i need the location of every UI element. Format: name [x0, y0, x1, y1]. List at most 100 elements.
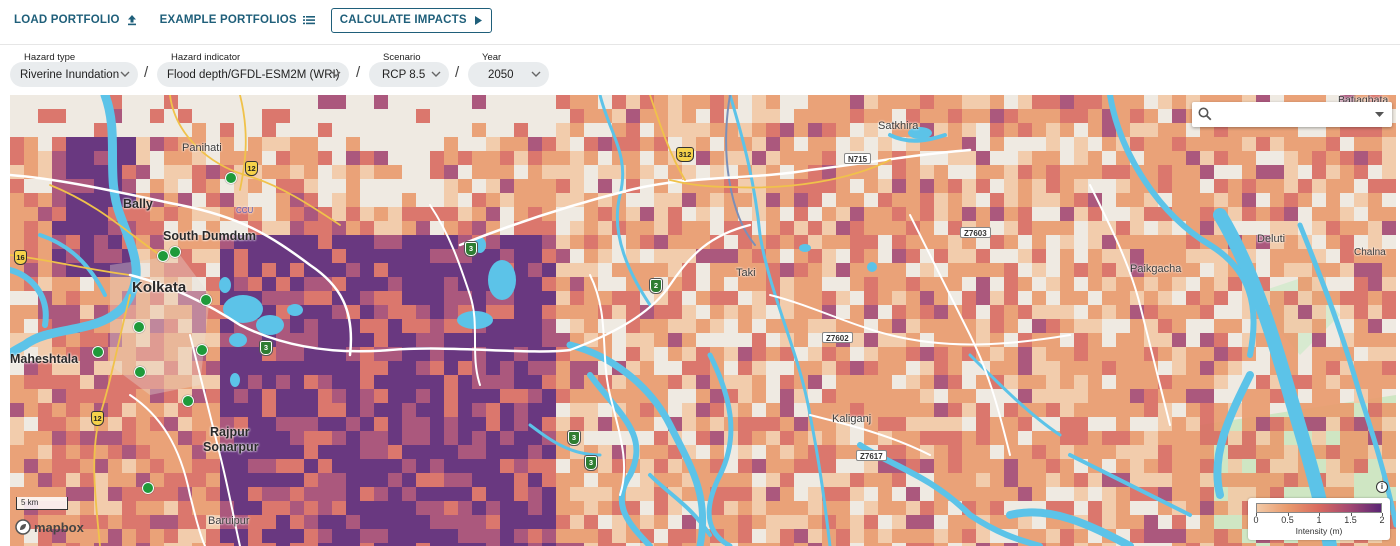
hazard-cell	[416, 333, 430, 347]
hazard-cell	[1046, 277, 1060, 291]
asset-marker[interactable]	[200, 294, 212, 306]
hazard-cell	[570, 151, 584, 165]
search-input[interactable]	[1216, 105, 1366, 124]
hazard-cell	[332, 165, 346, 179]
scenario-dropdown[interactable]: RCP 8.5	[369, 62, 449, 87]
mapbox-logo[interactable]: mapbox	[15, 519, 84, 535]
asset-marker[interactable]	[133, 321, 145, 333]
hazard-cell	[486, 333, 500, 347]
map-canvas[interactable]	[10, 95, 1396, 546]
hazard-cell	[1326, 221, 1340, 235]
hazard-cell	[290, 277, 304, 291]
hazard-cell	[136, 249, 150, 263]
hazard-cell	[276, 221, 290, 235]
hazard-cell	[724, 305, 738, 319]
asset-marker[interactable]	[92, 346, 104, 358]
hazard-cell	[430, 375, 444, 389]
hazard-cell	[1046, 375, 1060, 389]
hazard-cell	[934, 291, 948, 305]
asset-marker[interactable]	[182, 395, 194, 407]
hazard-cell	[962, 193, 976, 207]
hazard-cell	[1298, 179, 1312, 193]
hazard-cell	[948, 459, 962, 473]
asset-marker[interactable]	[142, 482, 154, 494]
hazard-cell	[94, 179, 108, 193]
hazard-cell	[990, 305, 1004, 319]
hazard-cell	[780, 235, 794, 249]
hazard-cell	[206, 319, 220, 333]
hazard-cell	[66, 543, 80, 546]
hazard-cell	[514, 137, 528, 151]
hazard-cell	[822, 473, 836, 487]
hazard-cell	[416, 473, 430, 487]
map-search[interactable]	[1192, 102, 1392, 127]
hazard-cell	[990, 501, 1004, 515]
hazard-cell	[1032, 459, 1046, 473]
hazard-cell	[710, 249, 724, 263]
hazard-cell	[836, 403, 850, 417]
hazard-cell	[1144, 319, 1158, 333]
hazard-cell	[1130, 109, 1144, 123]
hazard-cell	[682, 305, 696, 319]
hazard-cell	[780, 403, 794, 417]
hazard-cell	[122, 347, 136, 361]
asset-marker[interactable]	[196, 344, 208, 356]
hazard-cell	[948, 249, 962, 263]
hazard-cell	[1144, 235, 1158, 249]
hazard-cell	[458, 529, 472, 543]
hazard-cell	[976, 179, 990, 193]
hazard-cell	[38, 277, 52, 291]
hazard-cell	[220, 123, 234, 137]
year-dropdown[interactable]: 2050	[468, 62, 549, 87]
asset-marker[interactable]	[134, 366, 146, 378]
hazard-cell	[178, 193, 192, 207]
hazard-cell	[108, 459, 122, 473]
hazard-cell	[794, 179, 808, 193]
hazard-cell	[66, 515, 80, 529]
asset-marker[interactable]	[157, 250, 169, 262]
hazard-cell	[304, 459, 318, 473]
hazard-cell	[1158, 375, 1172, 389]
hazard-cell	[542, 179, 556, 193]
hazard-cell	[66, 179, 80, 193]
hazard-cell	[696, 459, 710, 473]
hazard-cell	[192, 417, 206, 431]
hazard-cell	[1284, 221, 1298, 235]
hazard-cell	[836, 389, 850, 403]
hazard-indicator-dropdown[interactable]: Flood depth/GFDL-ESM2M (WRI)	[157, 62, 349, 87]
hazard-cell	[1018, 473, 1032, 487]
hazard-cell	[374, 165, 388, 179]
calculate-impacts-button[interactable]: CALCULATE IMPACTS	[330, 7, 492, 33]
hazard-cell	[640, 347, 654, 361]
hazard-cell	[1032, 249, 1046, 263]
info-icon[interactable]: i	[1376, 481, 1388, 493]
asset-marker[interactable]	[225, 172, 237, 184]
hazard-cell	[864, 361, 878, 375]
hazard-cell	[1144, 389, 1158, 403]
hazard-cell	[444, 529, 458, 543]
hazard-cell	[1354, 193, 1368, 207]
caret-down-icon[interactable]	[1375, 112, 1384, 118]
hazard-cell	[94, 333, 108, 347]
hazard-cell	[1382, 417, 1396, 431]
hazard-cell	[80, 207, 94, 221]
hazard-cell	[1046, 179, 1060, 193]
asset-marker[interactable]	[169, 246, 181, 258]
hazard-cell	[1354, 417, 1368, 431]
load-portfolio-button[interactable]: LOAD PORTFOLIO	[14, 14, 138, 26]
hazard-cell	[1018, 459, 1032, 473]
hazard-cell	[1032, 165, 1046, 179]
hazard-cell	[528, 151, 542, 165]
hazard-cell	[1368, 179, 1382, 193]
hazard-cell	[724, 515, 738, 529]
hazard-cell	[822, 487, 836, 501]
hazard-type-dropdown[interactable]: Riverine Inundation	[10, 62, 138, 87]
hazard-cell	[612, 263, 626, 277]
hazard-cell	[360, 487, 374, 501]
hazard-map[interactable]: Panihati Bally South Dumdum Kolkata Mahe…	[10, 95, 1396, 546]
hazard-cell	[1172, 305, 1186, 319]
hazard-cell	[1354, 459, 1368, 473]
example-portfolios-button[interactable]: EXAMPLE PORTFOLIOS	[160, 14, 315, 26]
hazard-cell	[976, 263, 990, 277]
hazard-cell	[850, 389, 864, 403]
